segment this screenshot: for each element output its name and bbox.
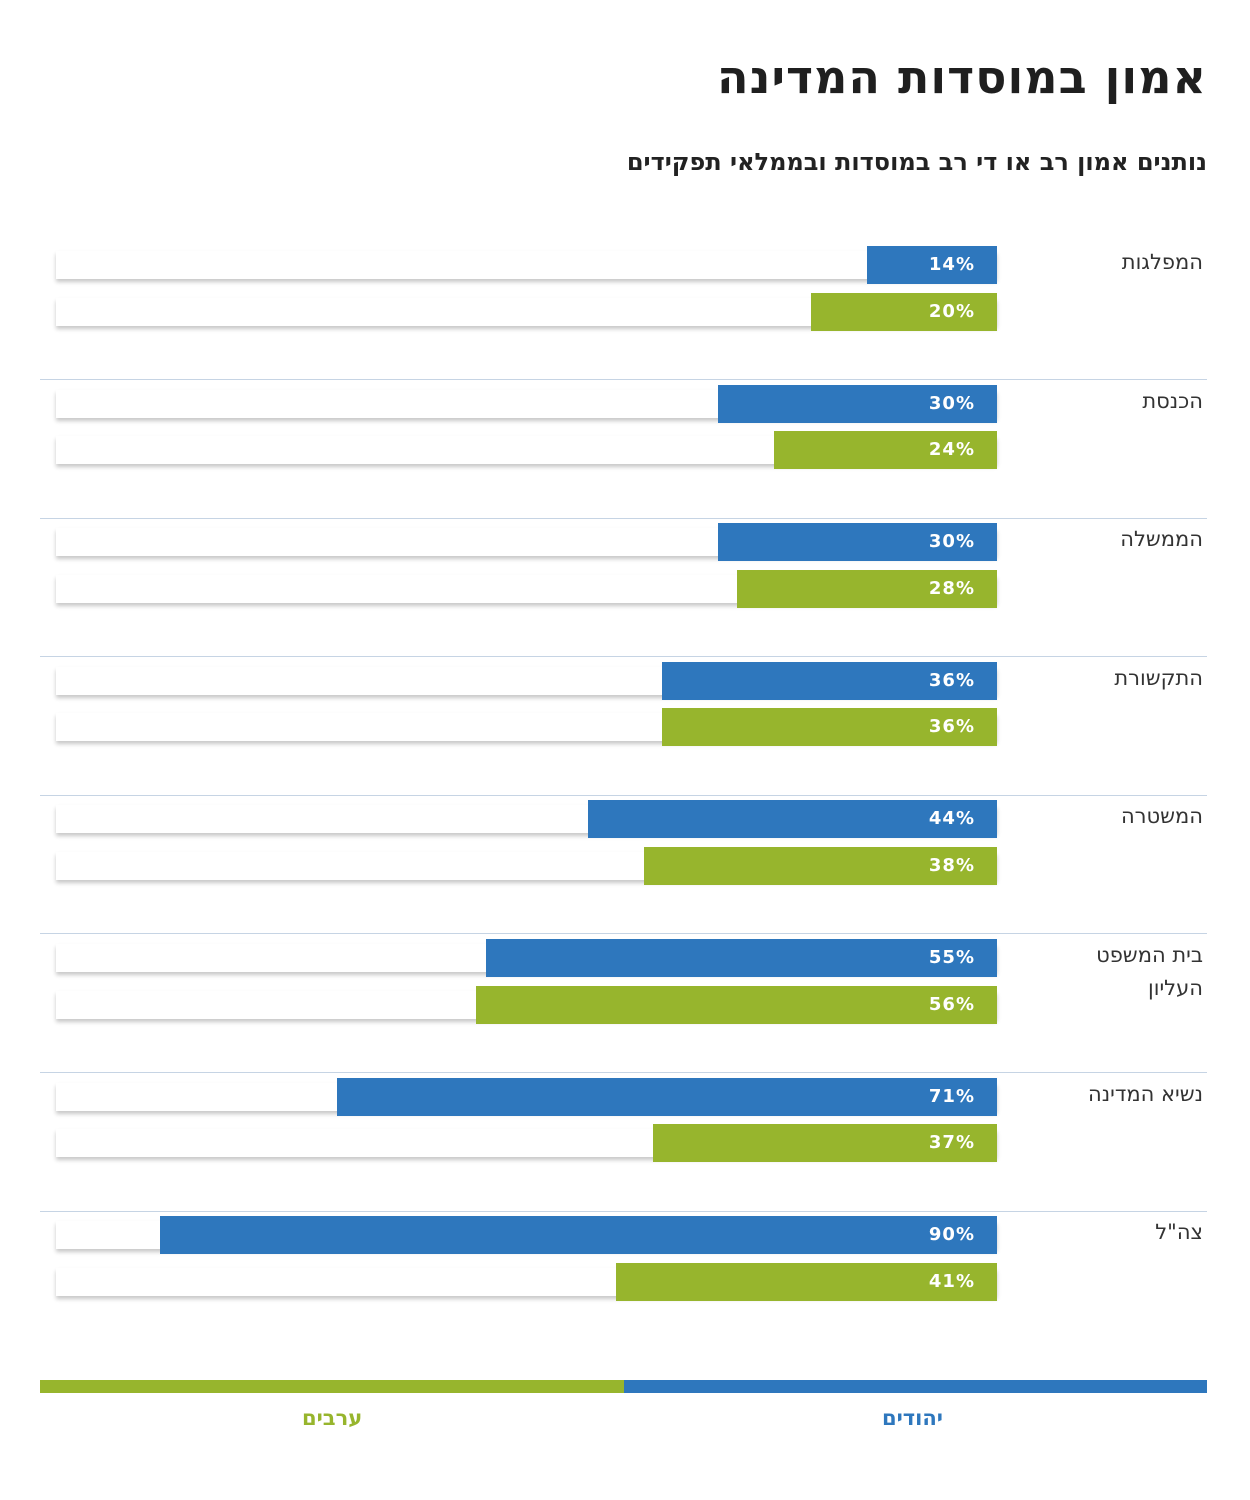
category-group: הכנסת 30% 24%	[40, 381, 1207, 519]
separator	[40, 656, 1207, 658]
category-group: נשיא המדינה 71% 37%	[40, 1074, 1207, 1212]
bar-arabs: 36%	[662, 708, 997, 747]
category-group: התקשורת 36% 36%	[40, 658, 1207, 796]
category-label: התקשורת	[1114, 665, 1203, 690]
bar-arabs: 41%	[615, 1262, 997, 1301]
bar-arabs: 56%	[476, 985, 997, 1024]
category-label: צה"ל	[1155, 1220, 1203, 1245]
category-group: הממשלה 30% 28%	[40, 519, 1207, 658]
bar-arabs: 20%	[811, 292, 997, 331]
bar-jews: 90%	[160, 1216, 997, 1255]
separator	[40, 794, 1207, 796]
legend-swatch-arabs	[40, 1380, 624, 1393]
chart-title: אמון במוסדות המדינה	[717, 50, 1207, 104]
separator	[40, 933, 1207, 935]
category-group: צה"ל 90% 41%	[40, 1212, 1207, 1350]
bar-jews: 30%	[718, 523, 997, 562]
separator	[40, 517, 1207, 519]
category-label: המשטרה	[1120, 804, 1203, 829]
separator	[40, 379, 1207, 380]
legend-swatch-jews	[624, 1380, 1207, 1393]
chart-subtitle: נותנים אמון רב או די רב במוסדות ובממלאי …	[626, 148, 1207, 176]
legend-label-arabs: ערבים	[302, 1406, 363, 1430]
bar-jews: 36%	[662, 661, 997, 700]
category-label: נשיא המדינה	[1088, 1081, 1203, 1106]
category-group: בית המשפט העליון 55% 56%	[40, 935, 1207, 1073]
category-label: הממשלה	[1120, 527, 1203, 552]
bar-jews: 55%	[485, 939, 997, 977]
legend-label-jews: יהודים	[882, 1406, 943, 1430]
bar-track	[56, 251, 997, 279]
separator	[40, 1072, 1207, 1073]
category-group: המשטרה 44% 38%	[40, 796, 1207, 935]
category-group: המפלגות 14% 20%	[40, 242, 1207, 380]
bar-arabs: 37%	[652, 1124, 997, 1163]
bar-arabs: 28%	[736, 569, 997, 608]
bar-jews: 14%	[866, 246, 997, 284]
separator	[40, 1210, 1207, 1212]
bar-jews: 71%	[336, 1077, 997, 1116]
category-label: המפלגות	[1121, 250, 1203, 274]
category-label: הכנסת	[1142, 388, 1203, 413]
category-label: בית המשפט העליון	[1096, 943, 1203, 1000]
bar-jews: 30%	[718, 384, 997, 423]
bar-arabs: 24%	[773, 431, 997, 470]
bar-arabs: 38%	[643, 846, 997, 885]
bar-jews: 44%	[587, 800, 997, 839]
